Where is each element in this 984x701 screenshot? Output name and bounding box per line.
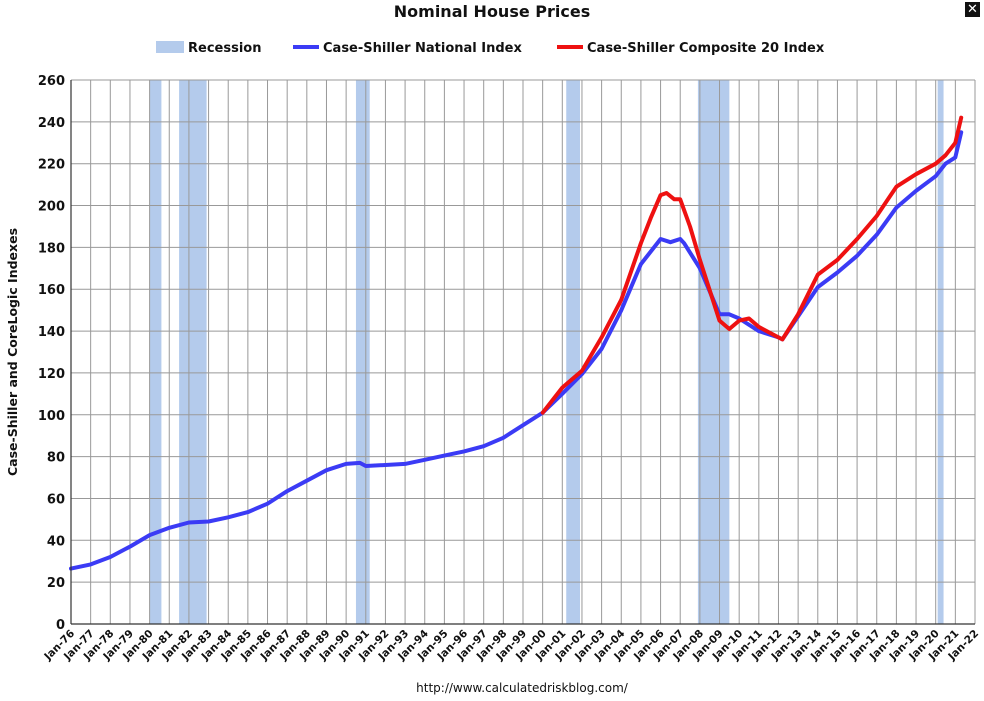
close-icon[interactable]: ✕: [965, 2, 980, 17]
axes: [70, 80, 975, 625]
legend-label-0: Recession: [188, 41, 261, 56]
y-tick-label-5: 100: [38, 409, 65, 424]
recession-bands: [149, 80, 944, 624]
legend: Recession Case-Shiller National Index Case…: [156, 41, 825, 56]
y-tick-label-12: 240: [38, 116, 65, 131]
recession-band-0: [149, 80, 162, 624]
y-tick-label-6: 120: [38, 367, 65, 382]
y-tick-label-2: 40: [47, 534, 65, 549]
recession-band-2: [355, 80, 370, 624]
recession-band-4: [697, 80, 730, 624]
chart-title: Nominal House Prices: [394, 2, 590, 21]
recession-band-3: [566, 80, 580, 624]
y-tick-label-11: 220: [38, 158, 65, 173]
series-line-1: [540, 115, 964, 415]
series-lines: [69, 115, 964, 571]
x-axis-ticks: Jan-76Jan-77Jan-78Jan-79Jan-80Jan-81Jan-…: [41, 628, 981, 664]
plot-area: [69, 79, 976, 625]
legend-swatch-recession: [156, 41, 184, 53]
legend-label-2: Case-Shiller Composite 20 Index: [587, 41, 825, 56]
recession-band-1: [179, 80, 207, 624]
y-tick-label-8: 160: [38, 283, 65, 298]
y-tick-label-9: 180: [38, 241, 65, 256]
y-axis-ticks: 0 20 40 60 80 100 120 140 160 180 200 220 240 260: [38, 74, 65, 633]
y-tick-label-3: 60: [47, 492, 65, 507]
y-axis-label: Case-Shiller and CoreLogic Indexes: [5, 228, 20, 476]
y-tick-label-0: 0: [56, 618, 65, 633]
y-tick-label-13: 260: [38, 74, 65, 89]
y-tick-label-7: 140: [38, 325, 65, 340]
series-line-0: [69, 130, 964, 571]
y-tick-label-10: 200: [38, 200, 65, 215]
source-url: http://www.calculatedriskblog.com/: [416, 681, 629, 695]
gridlines: [70, 79, 976, 625]
recession-band-5: [937, 80, 944, 624]
y-tick-label-1: 20: [47, 576, 65, 591]
y-tick-label-4: 80: [47, 451, 65, 466]
legend-label-1: Case-Shiller National Index: [323, 41, 522, 56]
